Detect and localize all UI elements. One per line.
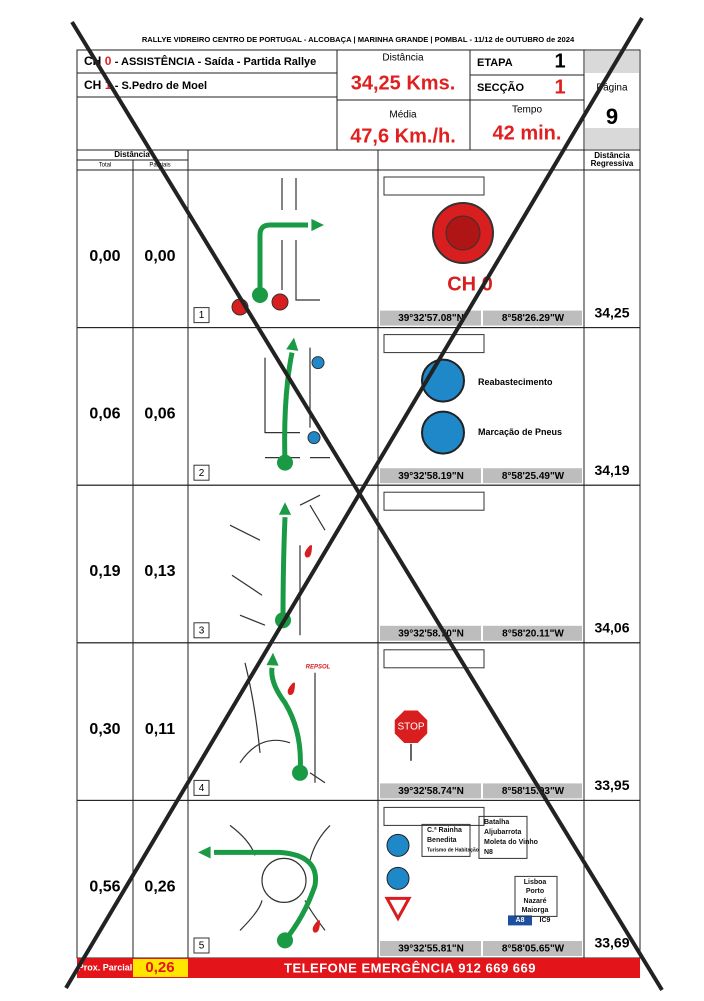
roundabout-sign — [387, 867, 409, 889]
control-code: CH 1 - S.Pedro de Moel — [84, 78, 207, 92]
total-distance: 0,56 — [89, 878, 120, 895]
box-number: 3 — [199, 625, 205, 636]
emergency-phone: TELEFONE EMERGÊNCIA 912 669 669 — [284, 960, 536, 975]
gray-cell — [585, 128, 639, 149]
remaining-distance: 34,06 — [594, 620, 629, 636]
direction-text: A8 — [516, 917, 525, 924]
direction-text: IC9 — [540, 917, 551, 924]
control-code: CH 0 - ASSISTÊNCIA - Saída - Partida Ral… — [84, 54, 316, 68]
time-value: 42 min. — [493, 122, 562, 144]
label: - ASSISTÊNCIA - Saída - Partida Rallye — [115, 55, 317, 68]
distance-label: Distância — [382, 53, 424, 64]
distance-value: 34,25 Kms. — [351, 72, 456, 94]
label: - S.Pedro de Moel — [115, 80, 207, 92]
note-box — [384, 492, 484, 510]
latitude: 39°32'58.70"N — [398, 628, 464, 639]
ch-clock — [446, 216, 480, 250]
remaining-distance: 33,95 — [594, 777, 629, 793]
average-label: Média — [389, 110, 417, 121]
page: RALLYE VIDREIRO CENTRO DE PORTUGAL - ALC… — [0, 0, 704, 1001]
longitude: 8°58'25.49"W — [502, 471, 565, 482]
total-distance: 0,06 — [89, 406, 120, 423]
start-point — [292, 765, 308, 781]
total-distance: 0,19 — [89, 563, 120, 580]
box-number: 5 — [199, 941, 205, 952]
longitude: 8°58'15.93"W — [502, 786, 565, 797]
start-point — [277, 932, 293, 948]
direction-text: Batalha — [484, 819, 509, 826]
note-box — [384, 177, 484, 195]
direction-text: Lisboa — [524, 879, 547, 886]
note-box — [384, 335, 484, 353]
stop-text: STOP — [397, 721, 424, 732]
partial-distance: 0,06 — [144, 406, 175, 423]
direction-text: Turismo de Habitação — [427, 848, 479, 854]
direction-text: Moleta do Vinho — [484, 839, 538, 846]
direction-text: C.ª Rainha — [427, 827, 462, 834]
box-number: 4 — [199, 783, 205, 794]
longitude: 8°58'26.29"W — [502, 313, 565, 324]
section-label: SECÇÃO — [477, 81, 525, 94]
start-point — [252, 287, 268, 303]
remaining-distance: 34,19 — [594, 462, 629, 478]
column-title: Distância Regressiva — [585, 150, 639, 168]
longitude: 8°58'20.11"W — [502, 628, 564, 639]
service-note: Reabastecimento — [478, 377, 553, 387]
direction-text: Nazaré — [524, 898, 547, 905]
next-partial-label: Prox. Parcial — [78, 962, 133, 972]
latitude: 39°32'55.81"N — [398, 944, 464, 955]
page-number: 9 — [606, 104, 618, 129]
average-value: 47,6 Km./h. — [350, 125, 456, 147]
tyre-sign — [422, 412, 464, 454]
rally-title: RALLYE VIDREIRO CENTRO DE PORTUGAL - ALC… — [142, 35, 575, 44]
latitude: 39°32'57.08"N — [398, 313, 464, 324]
direction-text: N8 — [484, 849, 493, 856]
column-title: Total — [99, 163, 112, 169]
brand-label: REPSOL — [306, 664, 331, 670]
partial-distance: 0,26 — [144, 878, 175, 895]
note-box — [384, 650, 484, 668]
route — [283, 517, 285, 620]
remaining-distance: 33,69 — [594, 935, 629, 951]
remaining-distance: 34,25 — [594, 304, 629, 320]
start-point — [277, 455, 293, 471]
column-title: Distância — [114, 150, 150, 159]
partial-distance: 0,11 — [145, 721, 175, 738]
direction-text: Porto — [526, 888, 544, 895]
control-board — [272, 294, 288, 310]
section-value: 1 — [554, 76, 565, 98]
total-distance: 0,30 — [89, 721, 120, 738]
stage-label: ETAPA — [477, 57, 513, 69]
direction-text: Benedita — [427, 837, 457, 844]
service-note: Marcação de Pneus — [478, 427, 562, 437]
total-distance: 0,00 — [89, 248, 120, 265]
partial-distance: 0,13 — [144, 563, 175, 580]
partial-distance: 0,00 — [144, 248, 175, 265]
column-title-box: Distância Regressiva — [585, 150, 639, 170]
time-label: Tempo — [512, 105, 542, 116]
longitude: 8°58'05.65"W — [502, 944, 565, 955]
direction-text: Aljubarrota — [484, 829, 521, 836]
next-partial-value: 0,26 — [145, 959, 174, 976]
roadbook: RALLYE VIDREIRO CENTRO DE PORTUGAL - ALC… — [0, 0, 704, 1001]
box-number: 1 — [199, 310, 205, 321]
service-icon — [312, 357, 324, 369]
direction-text: Maiorga — [522, 907, 549, 914]
stage-value: 1 — [554, 50, 565, 72]
latitude: 39°32'58.74"N — [398, 786, 464, 797]
service-icon — [308, 432, 320, 444]
mandatory-sign — [387, 834, 409, 856]
box-number: 2 — [199, 468, 205, 479]
number: 0 — [105, 54, 112, 68]
note-box — [384, 807, 484, 825]
code: CH — [84, 78, 101, 92]
latitude: 39°32'58.19"N — [398, 471, 464, 482]
